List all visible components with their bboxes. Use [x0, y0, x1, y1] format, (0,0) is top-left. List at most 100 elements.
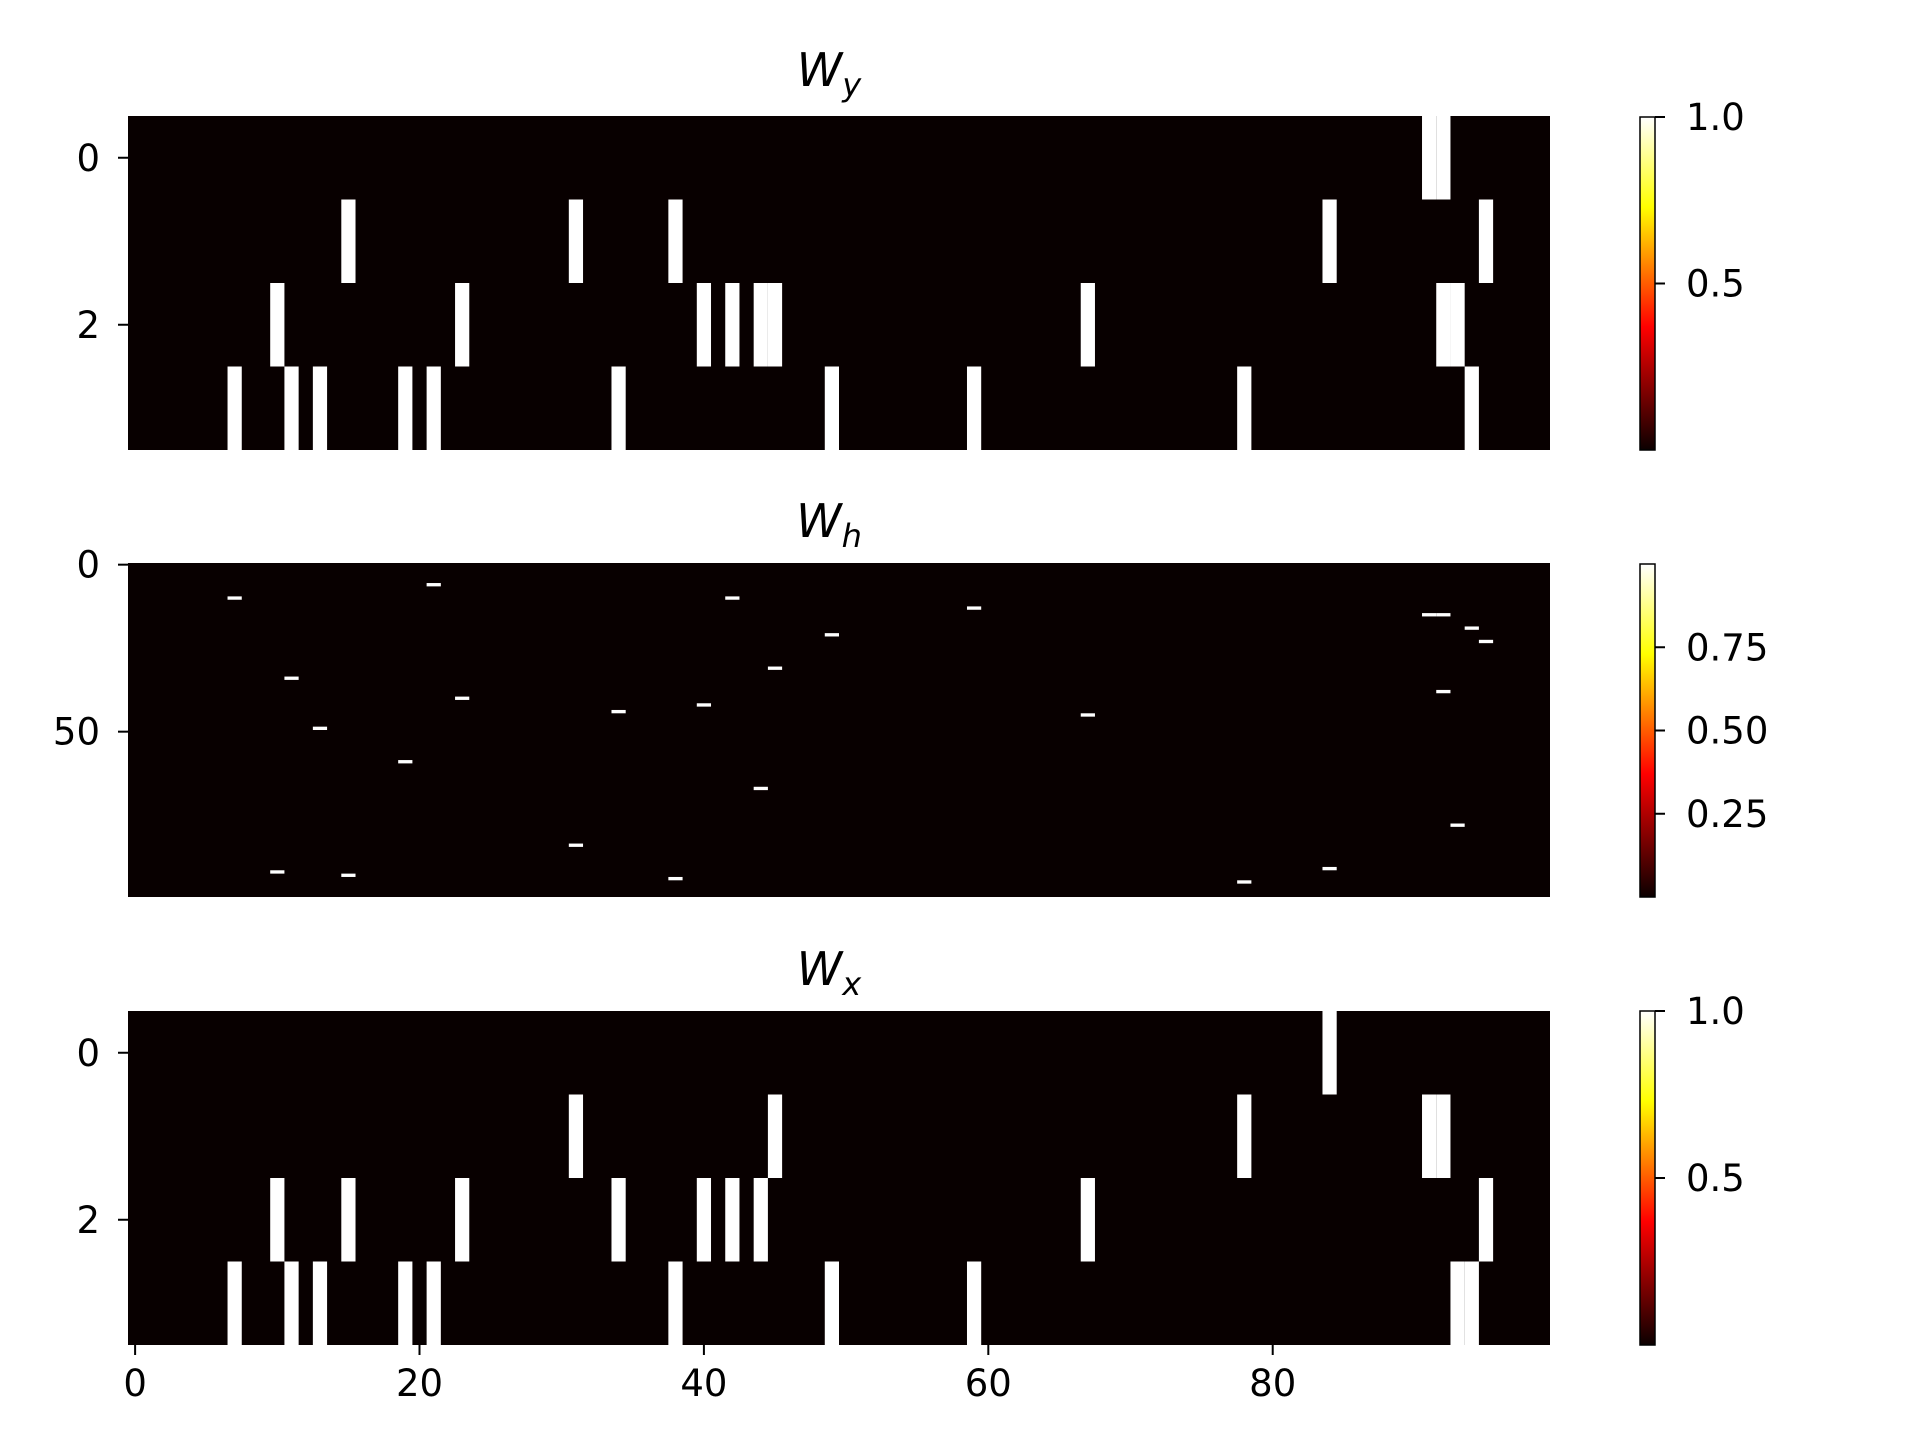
y-tick-label: 2	[76, 1199, 100, 1242]
x-tick-label: 60	[965, 1362, 1012, 1405]
colorbar-tick-label: 1.0	[1686, 96, 1745, 139]
heatmap-cell	[270, 1178, 285, 1262]
heatmap-cell	[227, 596, 242, 600]
heatmap-cell	[1422, 1094, 1437, 1178]
heatmap-cell	[1322, 199, 1337, 283]
heatmap-cell	[1080, 283, 1095, 367]
panel-title: Wy	[797, 43, 862, 104]
heatmap-cell	[455, 283, 470, 367]
heatmap-cell	[767, 283, 783, 367]
heatmap-cell	[611, 709, 626, 714]
heatmap-cell	[753, 786, 768, 791]
heatmap-cell	[1322, 1011, 1337, 1095]
heatmap-cell	[455, 1178, 470, 1262]
heatmap-cell	[966, 1261, 982, 1345]
heatmap-cell	[696, 703, 712, 707]
heatmap-cell	[767, 1094, 783, 1178]
colorbar-tick-label: 0.5	[1686, 263, 1745, 306]
heatmap-cell	[966, 606, 982, 610]
colorbar-tick-label: 0.75	[1686, 626, 1768, 669]
colorbar: 0.25 0.50 0.75	[1639, 563, 1768, 898]
heatmap-cell	[270, 283, 285, 367]
heatmap-cell	[568, 843, 584, 847]
heatmap-cell	[753, 1178, 768, 1262]
colorbar-gradient	[1639, 563, 1656, 898]
heatmap-cell	[1080, 1178, 1095, 1262]
x-tick-label: 40	[680, 1362, 727, 1405]
y-tick-label: 0	[76, 544, 100, 587]
heatmap-cell	[1436, 613, 1451, 617]
heatmap-cell	[1436, 1094, 1451, 1178]
panel-title: Wh	[796, 494, 862, 555]
heatmap-cell	[1422, 613, 1437, 617]
heatmap-cell	[341, 199, 356, 283]
heatmap-cell	[767, 666, 783, 670]
heatmap-cell	[668, 1261, 683, 1345]
heatmap-cell	[824, 366, 839, 450]
heatmap-cell	[312, 726, 328, 730]
heatmap-cell	[725, 1178, 740, 1262]
y-tick-label: 2	[76, 304, 100, 347]
heatmap-cell	[426, 583, 441, 587]
heatmap-cell	[1322, 866, 1337, 871]
heatmap-cell	[668, 199, 683, 283]
x-tick-label: 80	[1249, 1362, 1296, 1405]
colorbar-tick-label: 1.0	[1686, 990, 1745, 1033]
heatmap-cell	[341, 1178, 356, 1262]
y-tick-label: 0	[76, 1032, 100, 1075]
heatmap-cell	[227, 366, 242, 450]
heatmap-cell	[426, 1261, 441, 1345]
heatmap-cell	[1464, 1261, 1479, 1345]
heatmap-cell	[426, 366, 441, 450]
heatmap-cell	[398, 760, 413, 764]
heatmap-cell	[611, 366, 626, 450]
heatmap-cell	[1436, 689, 1451, 694]
heatmap-cell	[284, 366, 299, 450]
heatmap-cell	[312, 1261, 328, 1345]
heatmap-cell	[725, 283, 740, 367]
heatmap-cell	[1478, 199, 1494, 283]
heatmap-cell	[1237, 880, 1252, 884]
y-tick-label: 0	[76, 137, 100, 180]
colorbar-tick-label: 0.5	[1686, 1157, 1745, 1200]
heatmap-cell	[725, 596, 740, 600]
heatmap-background	[128, 563, 1550, 897]
heatmap-cell	[1450, 283, 1465, 367]
heatmap-cell	[398, 366, 413, 450]
heatmap-cell	[227, 1261, 242, 1345]
heatmap-cell	[1450, 823, 1465, 827]
heatmap-cell	[284, 1261, 299, 1345]
heatmap-cell	[668, 876, 683, 881]
heatmap-cell	[753, 283, 768, 367]
colorbar-gradient	[1639, 1010, 1656, 1346]
heatmap-cell	[1080, 713, 1095, 717]
heatmap-cell	[1464, 626, 1479, 630]
heatmap-cell	[1436, 116, 1451, 200]
colorbar-tick-label: 0.50	[1686, 710, 1768, 753]
y-tick-label: 50	[53, 711, 100, 754]
heatmap-cell	[398, 1261, 413, 1345]
heatmap-cell	[1436, 283, 1451, 367]
heatmap-cell	[1478, 1178, 1494, 1262]
x-tick-label: 0	[123, 1362, 147, 1405]
heatmap-panel-0: Wy 0 2 0.5 1.0	[76, 43, 1745, 451]
heatmap-cell	[455, 696, 470, 700]
heatmap-cell	[611, 1178, 626, 1262]
heatmap-cell	[1237, 1094, 1252, 1178]
heatmap-cell	[270, 870, 285, 874]
heatmap-cell	[696, 283, 712, 367]
heatmap-panel-1: Wh 0 50 0.25 0.50 0.75	[53, 494, 1768, 898]
panel-title: Wx	[797, 942, 862, 1003]
heatmap-cell	[1450, 1261, 1465, 1345]
heatmap-cell	[1422, 116, 1437, 200]
heatmap-cell	[824, 1261, 839, 1345]
colorbar: 0.5 1.0	[1639, 96, 1745, 451]
heatmap-cell	[1464, 366, 1479, 450]
heatmap-cell	[1478, 639, 1494, 644]
heatmap-cell	[284, 676, 299, 680]
heatmap-cell	[966, 366, 982, 450]
x-tick-label: 20	[396, 1362, 443, 1405]
heatmap-cell	[824, 633, 839, 637]
